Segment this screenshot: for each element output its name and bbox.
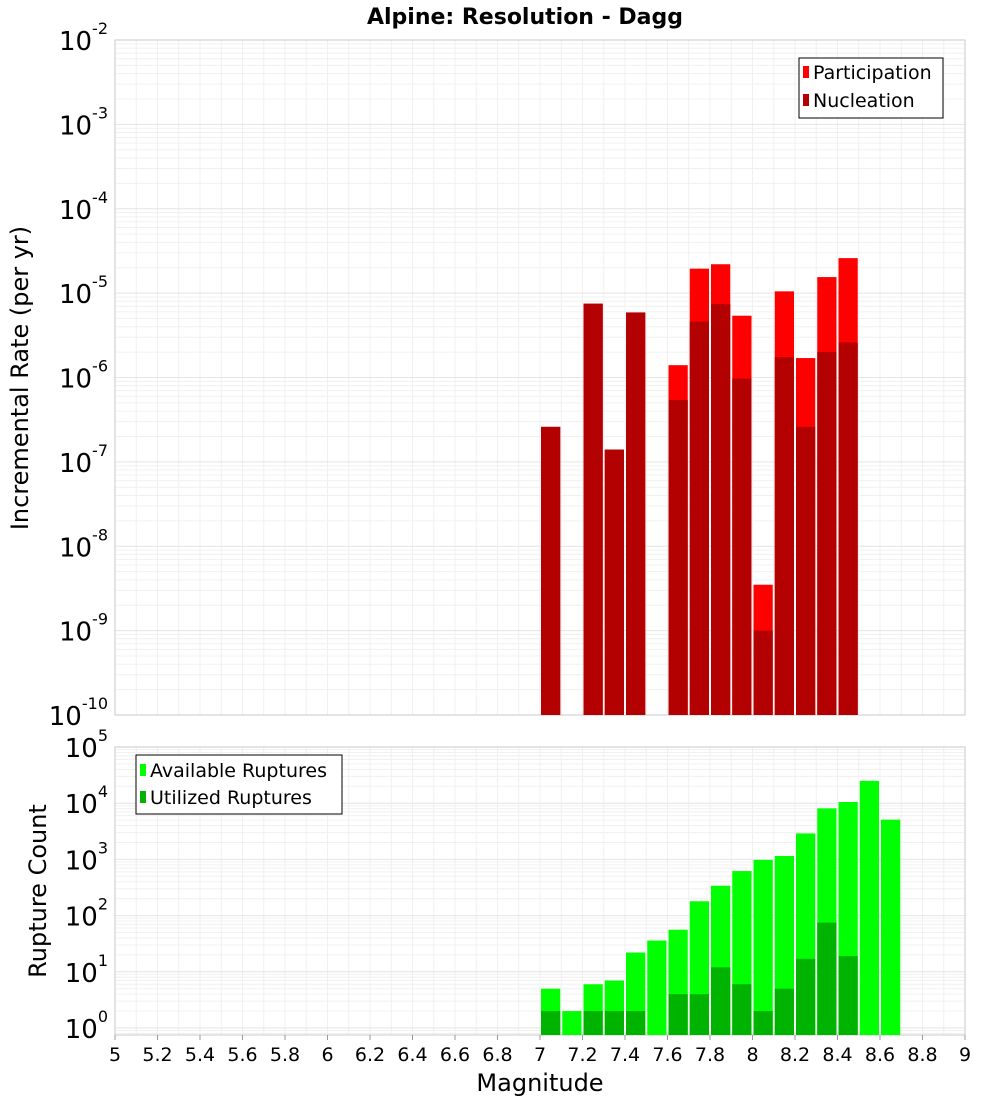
x-tick-label: 5.4 xyxy=(185,1044,215,1066)
x-tick-label: 5 xyxy=(109,1044,121,1066)
bottom-y-axis-label: Rupture Count xyxy=(24,804,52,978)
x-tick-label: 7.6 xyxy=(652,1044,682,1066)
bar-available-ruptures-8.55 xyxy=(859,780,879,1035)
legend-swatch-utilized xyxy=(140,791,146,803)
y-tick-label: 10-2 xyxy=(59,19,108,57)
x-tick-label: 9 xyxy=(959,1044,971,1066)
legend-label-participation: Participation xyxy=(813,62,932,84)
x-tick-label: 6.8 xyxy=(482,1044,512,1066)
bottom-legend-box xyxy=(135,754,343,815)
x-tick-label: 8 xyxy=(746,1044,758,1066)
y-tick-label: 105 xyxy=(65,726,108,764)
top-y-ticks: 10-10 10-9 10-8 10-7 10-6 10-5 10-4 10-3 10-2 xyxy=(49,19,108,732)
bar-available-ruptures-8.05 xyxy=(753,859,773,1035)
bar-nucleation-7.65 xyxy=(668,400,688,715)
incremental-rate-plot: 10-10 10-9 10-8 10-7 10-6 10-5 10-4 10-3 10-2 In… xyxy=(6,19,966,732)
x-tick-label: 6.2 xyxy=(355,1044,385,1066)
x-tick-label: 8.6 xyxy=(865,1044,895,1066)
y-tick-label: 10-8 xyxy=(59,525,108,563)
bar-utilized-ruptures-8.05 xyxy=(753,1011,773,1035)
x-tick-label: 7.4 xyxy=(610,1044,640,1066)
x-axis-label: Magnitude xyxy=(476,1069,603,1097)
x-tick-label: 6 xyxy=(321,1044,333,1066)
bar-nucleation-8.45 xyxy=(838,342,858,715)
bottom-y-ticks: 100 101 102 103 104 105 xyxy=(65,726,108,1045)
bar-nucleation-7.45 xyxy=(626,312,646,715)
rupture-count-plot: 100 101 102 103 104 105 5 5.2 5.4 5.6 5.8 6 6.2 6.4 6… xyxy=(24,726,971,1097)
x-tick-label: 7.8 xyxy=(695,1044,725,1066)
top-bars xyxy=(541,258,858,715)
top-grid xyxy=(114,39,966,716)
bar-available-ruptures-7.55 xyxy=(647,940,667,1035)
bar-nucleation-8.35 xyxy=(817,352,837,715)
legend-swatch-nucleation xyxy=(803,94,809,106)
y-tick-label: 101 xyxy=(65,951,108,989)
bar-available-ruptures-7.15 xyxy=(562,1011,582,1035)
bar-nucleation-7.95 xyxy=(732,378,752,715)
bar-nucleation-8.05 xyxy=(753,630,773,715)
x-tick-label: 7.2 xyxy=(567,1044,597,1066)
x-tick-label: 6.4 xyxy=(397,1044,427,1066)
x-tick-label: 7 xyxy=(534,1044,546,1066)
legend-label-available: Available Ruptures xyxy=(150,760,327,782)
top-legend-box xyxy=(798,57,944,119)
y-tick-label: 103 xyxy=(65,838,108,876)
bar-nucleation-7.25 xyxy=(583,303,603,715)
bar-utilized-ruptures-7.95 xyxy=(732,984,752,1035)
top-y-axis-label: Incremental Rate (per yr) xyxy=(6,226,34,530)
legend-label-nucleation: Nucleation xyxy=(813,90,915,112)
x-tick-label: 8.4 xyxy=(822,1044,852,1066)
x-tick-label: 6.6 xyxy=(440,1044,470,1066)
y-tick-label: 10-4 xyxy=(59,188,108,226)
x-tick-label: 5.8 xyxy=(270,1044,300,1066)
top-plot-frame xyxy=(114,39,966,716)
y-tick-label: 10-7 xyxy=(59,441,108,479)
bar-nucleation-8.15 xyxy=(774,356,794,715)
bar-utilized-ruptures-7.65 xyxy=(668,994,688,1035)
bar-utilized-ruptures-7.25 xyxy=(583,1011,603,1035)
y-tick-label: 10-10 xyxy=(49,694,108,732)
x-tick-label: 5.2 xyxy=(142,1044,172,1066)
bottom-bars xyxy=(541,780,901,1035)
y-tick-label: 10-5 xyxy=(59,272,108,310)
y-tick-label: 104 xyxy=(65,782,108,820)
legend-swatch-available xyxy=(140,764,146,776)
legend-label-utilized: Utilized Ruptures xyxy=(150,787,312,809)
y-tick-label: 10-6 xyxy=(59,357,108,395)
bar-utilized-ruptures-8.45 xyxy=(838,956,858,1035)
bar-utilized-ruptures-8.15 xyxy=(774,988,794,1035)
bar-nucleation-7.35 xyxy=(604,449,624,715)
x-tick-label: 8.8 xyxy=(907,1044,937,1066)
bottom-x-ticks: 5 5.2 5.4 5.6 5.8 6 6.2 6.4 6.6 6.8 7 7.2 7.4 7.6 7.8 8… xyxy=(109,1035,971,1066)
bar-utilized-ruptures-8.25 xyxy=(796,958,816,1035)
x-tick-label: 5.6 xyxy=(227,1044,257,1066)
chart-title: Alpine: Resolution - Dagg xyxy=(367,5,683,30)
y-tick-label: 102 xyxy=(65,895,108,933)
bottom-legend: Available Ruptures Utilized Ruptures xyxy=(135,754,343,815)
bar-available-ruptures-8.65 xyxy=(881,819,901,1035)
bar-utilized-ruptures-7.75 xyxy=(689,994,709,1035)
legend-swatch-participation xyxy=(803,66,809,78)
bar-nucleation-8.25 xyxy=(796,426,816,715)
bar-nucleation-7.05 xyxy=(541,426,561,715)
y-tick-label: 100 xyxy=(65,1007,108,1045)
x-tick-label: 8.2 xyxy=(780,1044,810,1066)
bar-utilized-ruptures-7.05 xyxy=(541,1011,561,1035)
bar-utilized-ruptures-7.45 xyxy=(626,1011,646,1035)
bar-nucleation-7.75 xyxy=(689,321,709,715)
y-tick-label: 10-9 xyxy=(59,610,108,648)
y-tick-label: 10-3 xyxy=(59,103,108,141)
bar-utilized-ruptures-7.35 xyxy=(604,1011,624,1035)
bar-utilized-ruptures-7.85 xyxy=(711,967,731,1035)
bar-nucleation-7.85 xyxy=(711,304,731,715)
bar-utilized-ruptures-8.35 xyxy=(817,922,837,1035)
top-legend: Participation Nucleation xyxy=(798,57,944,119)
